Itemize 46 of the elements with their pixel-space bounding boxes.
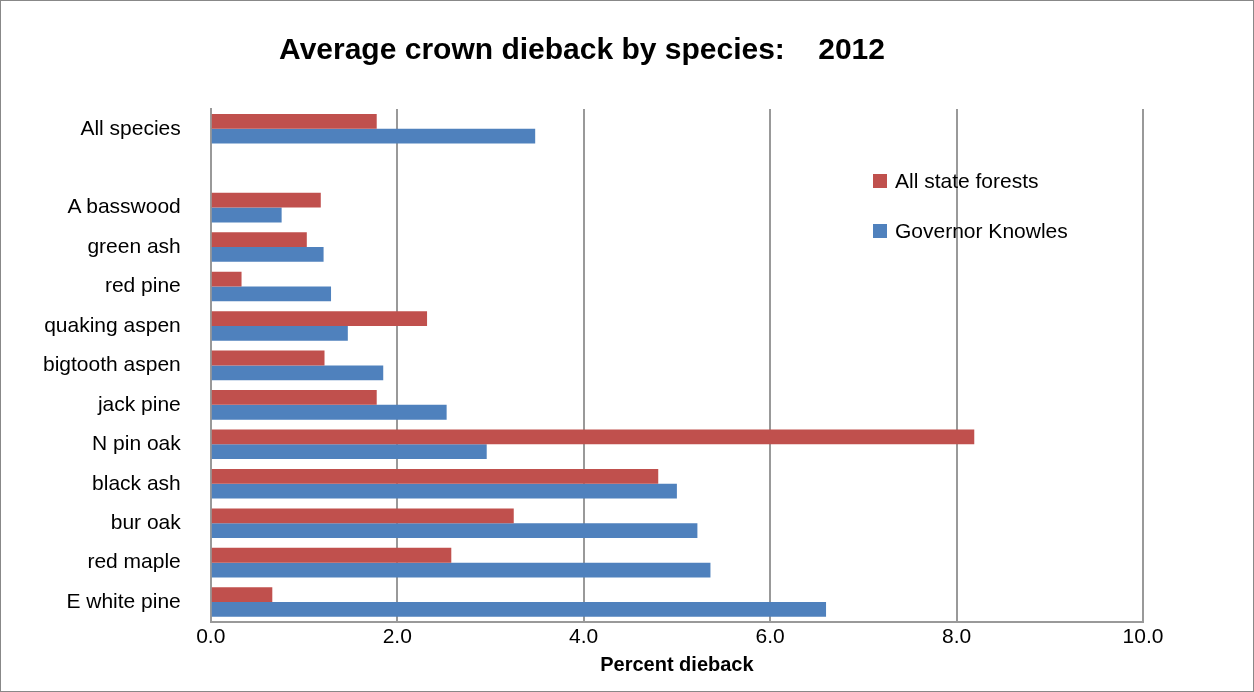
bar [211, 523, 698, 538]
bar [211, 468, 659, 484]
bar [211, 508, 514, 524]
legend-label: All state forests [895, 169, 1039, 193]
x-axis-title: Percent dieback [600, 652, 755, 675]
bar [211, 247, 324, 262]
bar [211, 602, 827, 617]
bar [211, 365, 384, 381]
y-tick-label: black ash [92, 470, 181, 494]
bar [211, 562, 711, 578]
y-tick-label: All species [80, 115, 181, 139]
x-tick-label: 10.0 [1122, 624, 1164, 648]
chart-title: Average crown dieback by species: 2012 [279, 32, 885, 66]
y-tick-label: quaking aspen [44, 312, 181, 336]
bar [211, 350, 325, 366]
y-tick-label: green ash [87, 233, 181, 257]
bar [211, 232, 307, 248]
y-tick-label: E white pine [66, 588, 181, 612]
bar [211, 429, 975, 445]
y-tick-label: bur oak [110, 509, 182, 533]
bar [211, 547, 452, 563]
x-tick-label: 2.0 [382, 624, 412, 648]
y-tick-label: red pine [104, 273, 181, 297]
x-tick-label: 4.0 [569, 624, 599, 648]
x-tick-label: 6.0 [755, 624, 785, 648]
bar [211, 444, 487, 460]
bar [211, 311, 428, 326]
y-tick-label: red maple [87, 549, 181, 573]
y-tick-label: N pin oak [92, 431, 182, 455]
y-tick-label: bigtooth aspen [42, 352, 181, 376]
bar [211, 390, 377, 405]
x-tick-label: 8.0 [941, 624, 972, 648]
bar [211, 404, 447, 420]
bar [211, 286, 332, 302]
bar [211, 128, 536, 144]
legend-label: Governor Knowles [895, 219, 1068, 243]
bar [211, 587, 273, 603]
bar [211, 113, 377, 129]
y-tick-label: A basswood [67, 194, 181, 218]
y-tick-label: jack pine [96, 391, 181, 415]
bar [211, 192, 321, 208]
bar [211, 271, 242, 287]
x-tick-label: 0.0 [196, 624, 226, 648]
bar [211, 207, 282, 223]
bar [211, 483, 677, 499]
bar [211, 325, 348, 341]
